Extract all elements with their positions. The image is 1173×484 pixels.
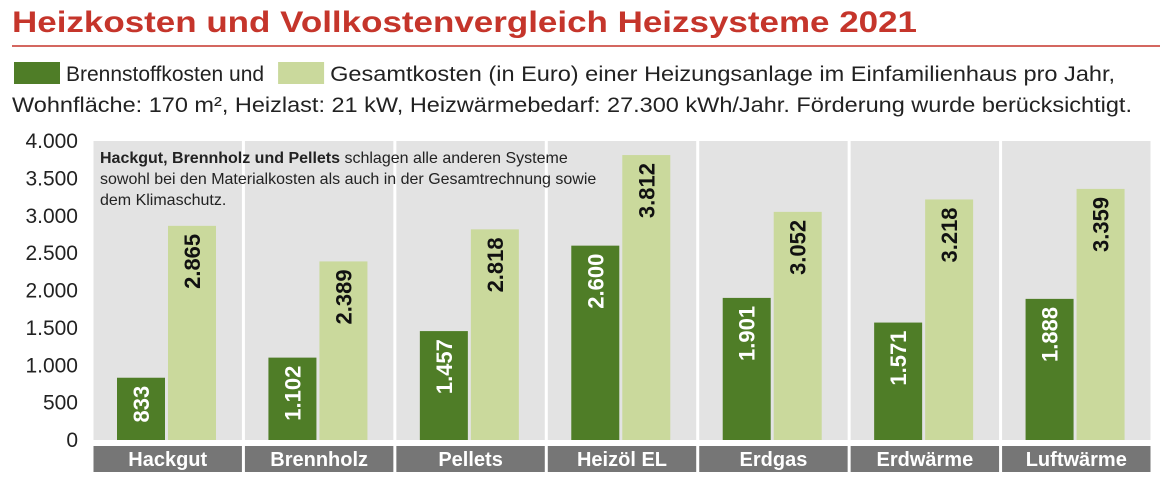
x-tick-label: Hackgut <box>128 449 207 471</box>
value-label: 1.571 <box>886 331 911 386</box>
y-tick-label: 3.000 <box>25 205 78 228</box>
annotation-text: schlagen alle anderen Systeme sowohl bei… <box>100 150 597 209</box>
x-tick-label: Luftwärme <box>1026 449 1127 471</box>
value-label: 3.812 <box>634 163 659 218</box>
bar <box>773 211 822 440</box>
bar <box>1025 298 1074 440</box>
legend-swatch <box>278 62 325 84</box>
bar <box>622 155 671 441</box>
category-label-bg <box>850 446 1000 472</box>
category-label-bg <box>547 446 697 472</box>
bar <box>319 261 368 440</box>
value-label: 1.888 <box>1038 307 1063 362</box>
value-label: 2.600 <box>583 254 608 309</box>
y-tick-label: 500 <box>43 392 78 415</box>
value-label: 1.457 <box>432 339 457 394</box>
bar <box>925 199 974 440</box>
category-label-bg <box>244 446 394 472</box>
x-tick-label: Erdwärme <box>876 449 973 471</box>
x-tick-label: Erdgas <box>740 449 808 471</box>
value-label: 2.865 <box>180 234 205 289</box>
value-label: 2.389 <box>331 269 356 324</box>
y-tick-label: 0 <box>66 429 78 452</box>
value-label: 3.359 <box>1089 197 1114 252</box>
bar <box>419 331 468 440</box>
subtitle: Wohnfläche: 170 m², Heizlast: 21 kW, Hei… <box>12 94 1132 117</box>
x-tick-label: Pellets <box>438 449 502 471</box>
value-label: 2.818 <box>483 237 508 292</box>
bar <box>874 322 923 440</box>
category-panel <box>1002 141 1151 440</box>
value-label: 3.052 <box>786 220 811 275</box>
category-label-bg <box>93 446 242 472</box>
bar <box>1076 188 1125 440</box>
y-tick-label: 1.000 <box>25 354 78 377</box>
category-panel <box>699 141 848 440</box>
y-tick-label: 2.000 <box>25 280 78 303</box>
value-label: 833 <box>129 386 154 423</box>
value-label: 1.901 <box>735 306 760 361</box>
x-tick-label: Brennholz <box>270 449 368 471</box>
category-panel <box>850 141 1000 440</box>
category-label-bg <box>699 446 848 472</box>
annotation-bold: Hackgut, Brennholz und Pellets <box>100 150 341 167</box>
bar <box>117 377 165 440</box>
y-tick-label: 2.500 <box>25 242 78 265</box>
bar <box>571 245 620 440</box>
category-label-bg <box>396 446 545 472</box>
bar <box>268 357 317 440</box>
value-label: 3.218 <box>937 207 962 262</box>
bar <box>722 297 771 440</box>
y-tick-label: 1.500 <box>25 317 78 340</box>
y-tick-label: 3.500 <box>25 167 78 190</box>
bar <box>470 229 519 440</box>
x-tick-label: Heizöl EL <box>577 449 667 471</box>
legend-swatch <box>14 62 60 84</box>
bar <box>168 225 216 440</box>
chart-title: Heizkosten und Vollkostenvergleich Heizs… <box>12 6 917 39</box>
legend-label: Gesamtkosten (in Euro) einer Heizungsanl… <box>330 63 1115 86</box>
category-label-bg <box>1002 446 1151 472</box>
legend-label: Brennstoffkosten und <box>66 63 264 86</box>
value-label: 1.102 <box>280 366 305 421</box>
y-tick-label: 4.000 <box>25 130 78 153</box>
annotation: Hackgut, Brennholz und Pellets schlagen … <box>100 148 600 211</box>
